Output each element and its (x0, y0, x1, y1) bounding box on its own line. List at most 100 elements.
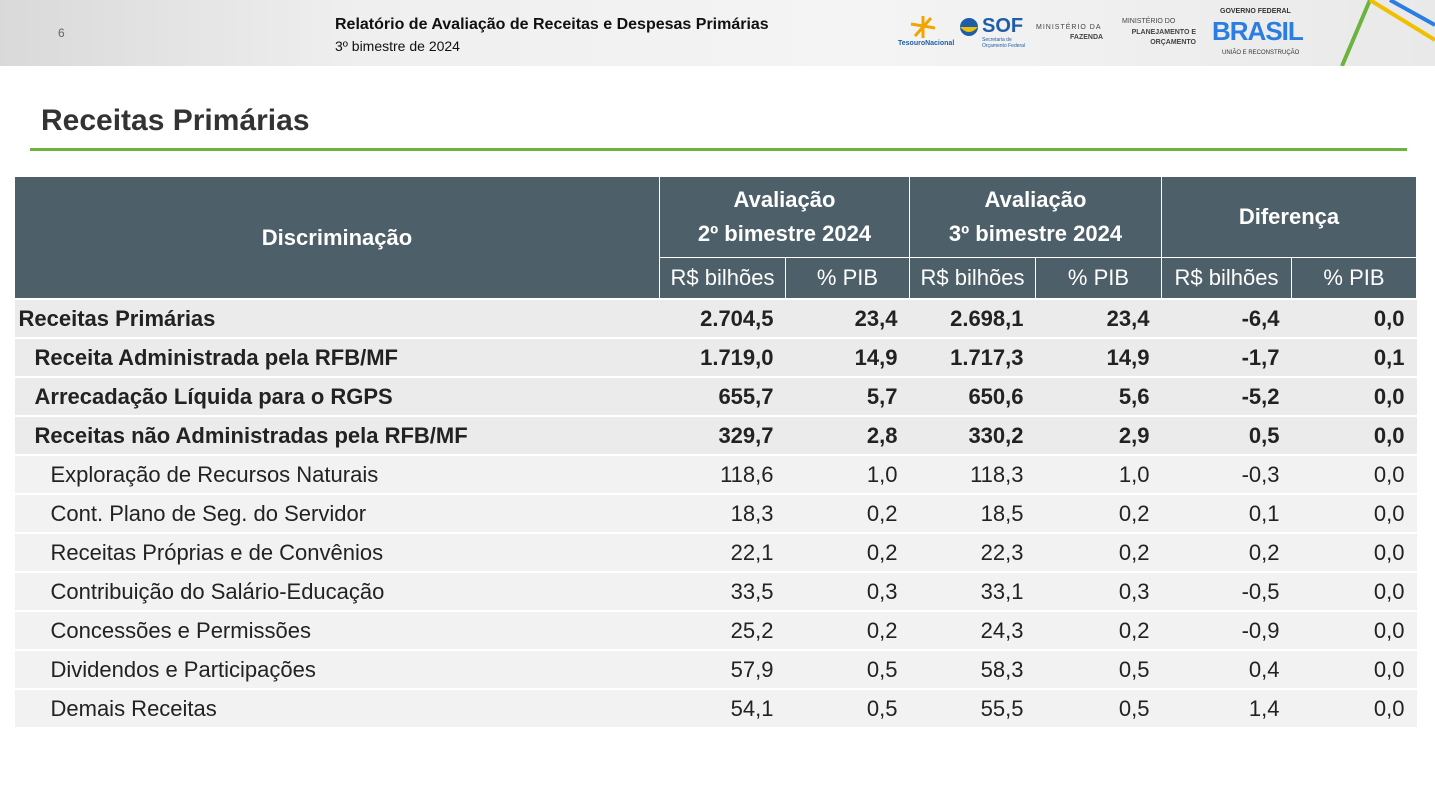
value-cell: 1,0 (1035, 454, 1162, 495)
value-cell: 1,4 (1161, 688, 1292, 729)
value-cell: 14,9 (785, 337, 910, 378)
value-cell: 0,0 (1291, 610, 1417, 651)
value-cell: 650,6 (909, 376, 1036, 417)
logo-planejamento: PLANEJAMENTO E ORÇAMENTO (1131, 29, 1196, 46)
value-cell: 0,0 (1291, 454, 1417, 495)
value-cell: -0,9 (1161, 610, 1292, 651)
value-cell: 118,6 (659, 454, 786, 495)
value-cell: 0,0 (1291, 298, 1417, 339)
label-cell: Dividendos e Participações (14, 649, 660, 690)
value-cell: 0,1 (1291, 337, 1417, 378)
value-cell: 58,3 (909, 649, 1036, 690)
header-line: Avaliação (733, 187, 836, 212)
table-body: Receitas Primárias 2.704,5 23,4 2.698,1 23,4… (14, 298, 1417, 729)
header-group: Diferença (1161, 176, 1417, 258)
section-title: Receitas Primárias (41, 104, 310, 137)
value-cell: 25,2 (659, 610, 786, 651)
value-cell: 0,0 (1291, 688, 1417, 729)
value-cell: 0,5 (785, 649, 910, 690)
value-cell: 22,1 (659, 532, 786, 573)
table-row: Dividendos e Participações 57,9 0,5 58,3 0,5… (14, 649, 1417, 690)
value-cell: 2.704,5 (659, 298, 786, 339)
value-cell: 0,2 (785, 610, 910, 651)
label-cell: Concessões e Permissões (14, 610, 660, 651)
value-cell: 0,1 (1161, 493, 1292, 534)
logo-icon (960, 18, 978, 36)
table-header: Discriminação Avaliação 2º bimestre 2024 Av… (14, 176, 1417, 300)
label-cell: Contribuição do Salário-Educação (14, 571, 660, 612)
report-subtitle: 3º bimestre de 2024 (335, 38, 460, 54)
label-cell: Receitas não Administradas pela RFB/MF (14, 415, 660, 456)
value-cell: 24,3 (909, 610, 1036, 651)
table-row: Exploração de Recursos Naturais 118,6 1,0 1… (14, 454, 1417, 495)
value-cell: 23,4 (785, 298, 910, 339)
value-cell: 0,5 (1035, 688, 1162, 729)
value-cell: 57,9 (659, 649, 786, 690)
value-cell: 329,7 (659, 415, 786, 456)
header-cell: Discriminação (14, 176, 660, 300)
header-group: Avaliação 2º bimestre 2024 (659, 176, 910, 258)
value-cell: 1.719,0 (659, 337, 786, 378)
value-cell: -0,3 (1161, 454, 1292, 495)
value-cell: 33,5 (659, 571, 786, 612)
value-cell: 18,5 (909, 493, 1036, 534)
value-cell: 5,6 (1035, 376, 1162, 417)
table-row: Cont. Plano de Seg. do Servidor 18,3 0,2 18… (14, 493, 1417, 534)
label-cell: Demais Receitas (14, 688, 660, 729)
value-cell: 0,0 (1291, 376, 1417, 417)
header-group: Avaliação 3º bimestre 2024 (909, 176, 1162, 258)
value-cell: 33,1 (909, 571, 1036, 612)
value-cell: 54,1 (659, 688, 786, 729)
header-unit: R$ bilhões (909, 257, 1036, 300)
value-cell: -6,4 (1161, 298, 1292, 339)
table-row: Demais Receitas 54,1 0,5 55,5 0,5 1,4 0,0 (14, 688, 1417, 729)
header-row: Discriminação Avaliação 2º bimestre 2024 Av… (14, 176, 1417, 300)
decor (1340, 0, 1435, 66)
header-line: 2º bimestre 2024 (697, 221, 872, 246)
value-cell: 0,2 (1035, 493, 1162, 534)
logo-fazenda: FAZENDA (1070, 34, 1104, 41)
value-cell: -0,5 (1161, 571, 1292, 612)
value-cell: 0,5 (1035, 649, 1162, 690)
label-cell: Exploração de Recursos Naturais (14, 454, 660, 495)
label-cell: Cont. Plano de Seg. do Servidor (14, 493, 660, 534)
value-cell: 55,5 (909, 688, 1036, 729)
value-cell: 14,9 (1035, 337, 1162, 378)
value-cell: 2,8 (785, 415, 910, 456)
table-row: Receitas não Administradas pela RFB/MF 32… (14, 415, 1417, 456)
label-cell: Receitas Primárias (14, 298, 660, 339)
table-row: Arrecadação Líquida para o RGPS 655,7 5,7 6… (14, 376, 1417, 417)
logo-sof: SOF (982, 15, 1024, 37)
value-cell: 0,4 (1161, 649, 1292, 690)
header-row: R$ bilhões% PIB R$ bilhões% PIB R$ bilhões… (15, 257, 1417, 300)
header-unit: % PIB (1035, 257, 1162, 300)
page-number: 6 (58, 26, 65, 40)
table-row: Receitas Próprias e de Convênios 22,1 0,2 2… (14, 532, 1417, 573)
header-line: Avaliação (984, 187, 1087, 212)
logo-fazenda: MINISTÉRIO DA (1036, 24, 1102, 31)
value-cell: 1.717,3 (909, 337, 1036, 378)
value-cell: -1,7 (1161, 337, 1292, 378)
revenue-table: Discriminação Avaliação 2º bimestre 2024 Av… (14, 176, 1417, 729)
header-unit: % PIB (1291, 257, 1417, 300)
header-unit: R$ bilhões (1161, 257, 1292, 300)
value-cell: 0,0 (1291, 649, 1417, 690)
header-unit: R$ bilhões (659, 257, 786, 300)
value-cell: 330,2 (909, 415, 1036, 456)
value-cell: 0,0 (1291, 532, 1417, 573)
value-cell: 0,2 (785, 532, 910, 573)
value-cell: 2,9 (1035, 415, 1162, 456)
header-band: 6 Relatório de Avaliação de Receitas e D… (0, 0, 1435, 66)
value-cell: 0,3 (785, 571, 910, 612)
logo-brasil: BRASIL (1212, 16, 1304, 46)
value-cell: 22,3 (909, 532, 1036, 573)
header-unit: % PIB (785, 257, 910, 300)
value-cell: 5,7 (785, 376, 910, 417)
header-line: 3º bimestre 2024 (948, 221, 1123, 246)
value-cell: 0,2 (1035, 610, 1162, 651)
value-cell: 0,2 (785, 493, 910, 534)
value-cell: 1,0 (785, 454, 910, 495)
value-cell: 2.698,1 (909, 298, 1036, 339)
logo-uniao: UNIÃO E RECONSTRUÇÃO (1222, 50, 1300, 56)
